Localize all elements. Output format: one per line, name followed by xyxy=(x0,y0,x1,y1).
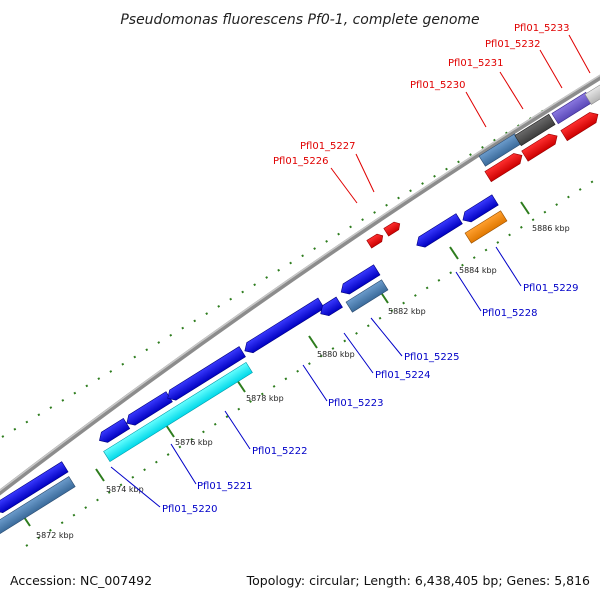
leader-line xyxy=(568,34,591,74)
forward-strand-genes xyxy=(366,79,600,249)
tick-label: 5876 kbp xyxy=(175,438,213,447)
gene-Pfl01_5222[interactable] xyxy=(103,361,253,463)
leader-line xyxy=(302,364,328,402)
tick-label: 5886 kbp xyxy=(532,224,570,233)
scale-ticks: 5872 kbp 5874 kbp 5876 kbp 5878 kbp 5880… xyxy=(21,201,570,540)
gene-label[interactable]: Pfl01_5224 xyxy=(375,370,431,381)
gene-Pfl01_5224b[interactable] xyxy=(338,264,381,297)
leader-line xyxy=(455,271,482,312)
gene-Pfl01_5221a[interactable] xyxy=(96,418,131,445)
gene-label[interactable]: Pfl01_5229 xyxy=(523,283,579,294)
gene-label[interactable]: Pfl01_5221 xyxy=(197,481,253,492)
leader-line xyxy=(499,71,524,110)
leader-line xyxy=(110,466,161,508)
gene-label[interactable]: Pfl01_5225 xyxy=(404,352,460,363)
gene-Pfl01_5231b[interactable] xyxy=(521,131,561,162)
gene-Pfl01_5232b[interactable] xyxy=(560,109,600,142)
gene-label[interactable]: Pfl01_5230 xyxy=(410,80,466,91)
gene-label[interactable]: Pfl01_5222 xyxy=(252,446,308,457)
gene-Pfl01_5224[interactable] xyxy=(317,296,343,319)
gene-Pfl01_5226[interactable] xyxy=(366,232,385,249)
tick-mark xyxy=(308,335,318,349)
gene-label[interactable]: Pfl01_5227 xyxy=(300,141,356,152)
leader-line xyxy=(465,91,487,128)
forward-gene-labels: Pfl01_5226 Pfl01_5227 Pfl01_5230 Pfl01_5… xyxy=(273,23,570,167)
gene-Pfl01_5227[interactable] xyxy=(383,220,402,237)
map-title: Pseudomonas fluorescens Pf0-1, complete … xyxy=(120,12,479,28)
tick-label: 5884 kbp xyxy=(459,266,497,275)
gene-label[interactable]: Pfl01_5223 xyxy=(328,398,384,409)
gene-label[interactable]: Pfl01_5228 xyxy=(482,308,538,319)
gene-Pfl01_5222b[interactable] xyxy=(165,346,246,404)
gene-Pfl01_5225[interactable] xyxy=(345,279,389,313)
leader-line xyxy=(224,410,251,450)
tick-mark xyxy=(520,201,530,215)
reverse-gene-labels: Pfl01_5220 Pfl01_5221 Pfl01_5222 Pfl01_5… xyxy=(162,283,579,515)
tick-label: 5880 kbp xyxy=(317,350,355,359)
leader-line xyxy=(370,317,403,357)
inner-dot-row xyxy=(25,177,599,547)
gene-Pfl01_5220[interactable] xyxy=(0,476,76,536)
tick-mark xyxy=(449,246,459,260)
outer-dot-row xyxy=(1,84,587,438)
gene-Pfl01_5219[interactable] xyxy=(0,461,69,516)
tick-mark xyxy=(236,379,246,393)
reverse-strand-genes xyxy=(0,194,508,536)
tick-label: 5878 kbp xyxy=(246,394,284,403)
leader-line xyxy=(355,153,375,193)
forward-label-leaders xyxy=(330,34,591,204)
tick-dots xyxy=(1,84,599,547)
genome-backbone-highlight xyxy=(0,74,600,492)
gene-Pfl01_5233[interactable] xyxy=(584,79,600,105)
tick-label: 5882 kbp xyxy=(388,307,426,316)
leader-line xyxy=(170,443,197,485)
gene-Pfl01_5228[interactable] xyxy=(414,213,463,251)
gene-Pfl01_5230b[interactable] xyxy=(484,150,525,183)
genome-backbone xyxy=(0,74,600,496)
leader-line xyxy=(330,167,358,204)
gene-label[interactable]: Pfl01_5220 xyxy=(162,504,218,515)
gene-label[interactable]: Pfl01_5226 xyxy=(273,156,329,167)
tick-mark xyxy=(165,424,175,438)
gene-label[interactable]: Pfl01_5233 xyxy=(514,23,570,34)
genome-summary-text: Topology: circular; Length: 6,438,405 bp… xyxy=(246,573,590,588)
leader-line xyxy=(343,332,374,374)
gene-label[interactable]: Pfl01_5231 xyxy=(448,58,504,69)
gene-Pfl01_5231[interactable] xyxy=(514,113,556,147)
accession-text: Accession: NC_007492 xyxy=(10,573,152,588)
gene-Pfl01_5223[interactable] xyxy=(242,297,325,356)
tick-mark xyxy=(95,468,105,482)
gene-Pfl01_5229[interactable] xyxy=(464,210,508,244)
leader-line xyxy=(495,246,522,287)
tick-label: 5872 kbp xyxy=(36,531,74,540)
tick-label: 5874 kbp xyxy=(106,485,144,494)
gene-label[interactable]: Pfl01_5232 xyxy=(485,39,541,50)
gene-Pfl01_5228b[interactable] xyxy=(460,194,499,225)
reverse-label-leaders xyxy=(110,246,522,508)
leader-line xyxy=(539,49,563,89)
